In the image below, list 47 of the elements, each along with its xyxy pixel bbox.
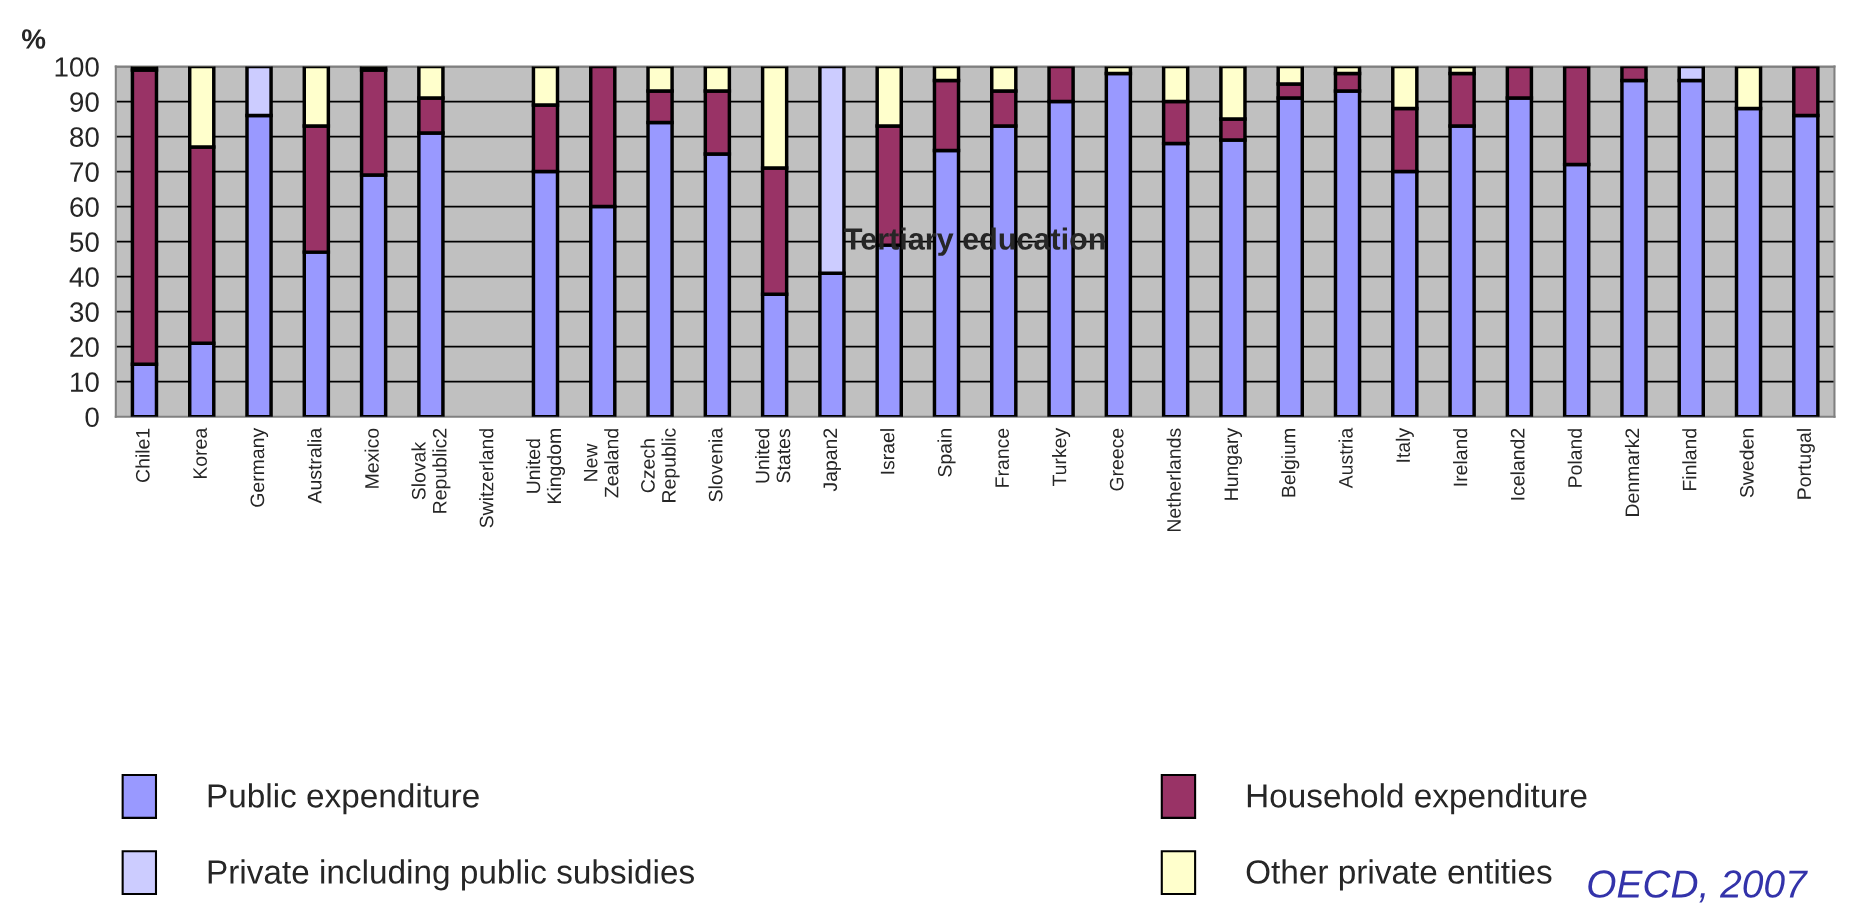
- y-tick-label: 80: [70, 127, 99, 147]
- x-tick-label: Belgium: [1281, 429, 1300, 497]
- x-tick-label: Greece: [1109, 428, 1124, 491]
- legend-label: Private including public subsidies: [208, 859, 694, 891]
- x-tick-label: Japan2: [823, 428, 841, 492]
- x-tick-label: Denmark2: [1624, 428, 1640, 516]
- y-tick-label: 70: [70, 162, 99, 182]
- y-tick-label: 40: [69, 267, 99, 287]
- x-tick-label: Sweden: [1739, 429, 1754, 498]
- x-tick-label: Czech Republic: [640, 428, 680, 502]
- text: OECD, 2007: [1588, 870, 1808, 903]
- x-tick-label: Israel: [880, 429, 895, 474]
- x-tick-label: Iceland2: [1510, 428, 1525, 500]
- y-tick-label: 50: [70, 232, 99, 252]
- x-tick-label: Australia: [307, 427, 322, 504]
- x-tick-label: Turkey: [1052, 427, 1071, 487]
- x-tick-label: Finland: [1682, 429, 1697, 491]
- legend-label: Household expenditure: [1247, 783, 1587, 815]
- x-tick-label: New Zealand: [583, 429, 619, 498]
- x-tick-label: France: [995, 428, 1010, 487]
- y-tick-label: 10: [71, 372, 99, 393]
- x-tick-label: Ireland: [1453, 429, 1468, 486]
- x-tick-label: Netherlands: [1166, 428, 1181, 532]
- x-tick-label: Korea: [193, 427, 207, 479]
- x-tick-label: Slovak Republic2: [411, 428, 451, 513]
- x-tick-label: Chile1: [135, 428, 150, 482]
- x-tick-label: Hungary: [1224, 427, 1242, 500]
- y-tick-label: 100: [55, 57, 99, 77]
- y-axis-title: %: [21, 29, 46, 49]
- legend-label: Other private entities: [1246, 859, 1552, 891]
- x-tick-label: Italy: [1395, 427, 1414, 462]
- x-tick-label: Germany: [250, 427, 269, 507]
- y-tick-label: 30: [70, 302, 99, 322]
- x-tick-label: Switzerland: [479, 429, 494, 528]
- x-tick-label: Portugal: [1796, 429, 1815, 499]
- x-tick-label: Mexico: [364, 428, 379, 488]
- x-tick-label: Poland: [1567, 429, 1582, 487]
- y-tick-label: 0: [85, 407, 99, 428]
- x-tick-label: Slovenia: [708, 427, 723, 502]
- x-tick-label: United Kingdom: [525, 429, 566, 503]
- x-tick-label: Austria: [1338, 427, 1353, 489]
- y-tick-label: 20: [70, 337, 99, 358]
- x-tick-label: United States: [755, 429, 791, 483]
- legend-label: Public expenditure: [208, 783, 479, 815]
- y-tick-label: 90: [70, 92, 99, 112]
- x-tick-label: Spain: [937, 429, 956, 477]
- y-tick-label: 60: [70, 197, 99, 217]
